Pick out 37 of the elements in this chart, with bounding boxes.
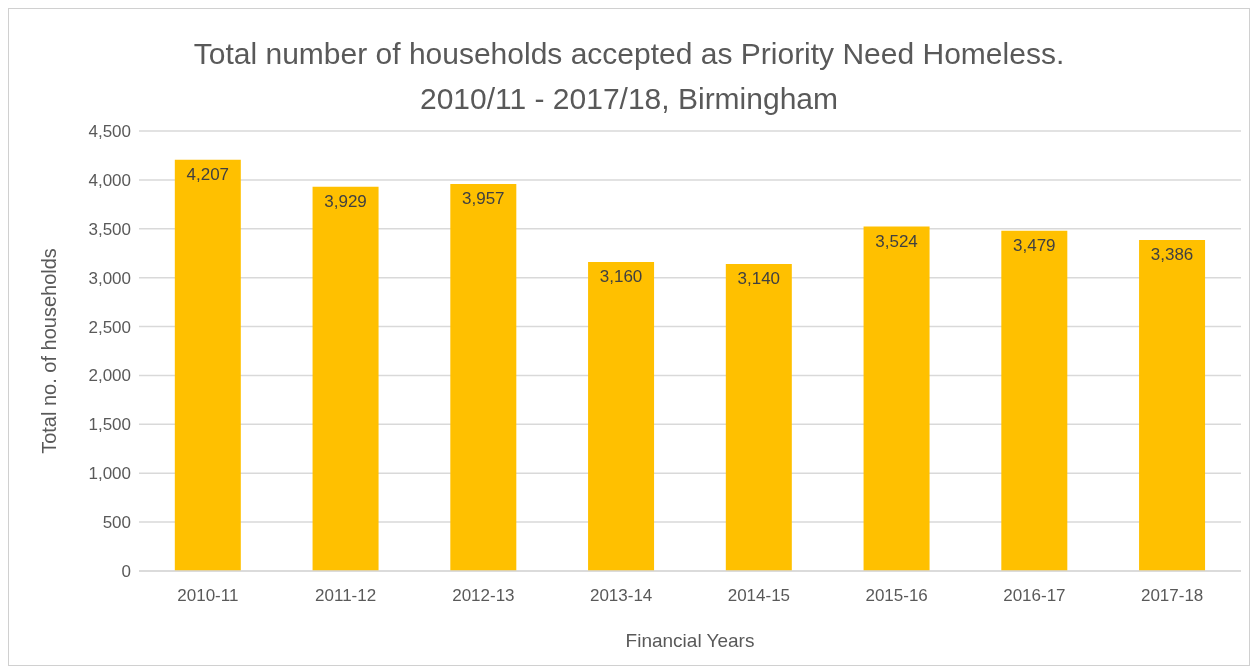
data-label: 3,479 <box>1013 235 1056 255</box>
data-label: 3,140 <box>737 269 781 289</box>
y-tick-label: 2,000 <box>88 366 131 386</box>
x-axis-title: Financial Years <box>625 630 755 651</box>
bar <box>312 186 379 571</box>
data-label: 3,160 <box>599 267 643 287</box>
bar <box>588 262 655 571</box>
data-label: 3,929 <box>324 191 367 211</box>
bar <box>863 226 930 571</box>
x-tick-label: 2017-18 <box>1140 586 1204 606</box>
y-tick-label: 4,500 <box>88 122 131 142</box>
y-tick-label: 3,000 <box>88 268 131 288</box>
data-label: 4,207 <box>186 164 230 184</box>
y-axis-title: Total no. of households <box>38 248 61 454</box>
bar <box>174 159 241 571</box>
bar <box>725 263 792 571</box>
data-label: 3,957 <box>462 189 505 209</box>
y-tick-label: 0 <box>121 562 131 582</box>
x-tick-label: 2014-15 <box>727 586 791 606</box>
chart-title: Total number of households accepted as Priority Need Homeless. 2010/11 - 2017/18, Birmingham <box>192 36 1066 117</box>
y-tick-label: 500 <box>102 513 131 533</box>
bar <box>450 184 517 571</box>
bar <box>1139 239 1206 571</box>
x-tick-label: 2011-12 <box>315 586 377 606</box>
y-tick-label: 4,000 <box>88 170 131 190</box>
x-tick-label: 2015-16 <box>865 586 928 606</box>
bar <box>1001 230 1068 571</box>
y-tick-label: 1,000 <box>88 464 131 484</box>
x-tick-label: 2012-13 <box>452 586 515 606</box>
data-label: 3,524 <box>875 231 918 251</box>
y-tick-label: 2,500 <box>88 317 131 337</box>
y-tick-label: 1,500 <box>88 415 131 435</box>
x-tick-label: 2013-14 <box>589 586 653 606</box>
x-tick-label: 2016-17 <box>1003 586 1066 606</box>
data-label: 3,386 <box>1150 244 1194 264</box>
x-tick-label: 2010-11 <box>177 586 239 606</box>
y-tick-label: 3,500 <box>88 219 131 239</box>
